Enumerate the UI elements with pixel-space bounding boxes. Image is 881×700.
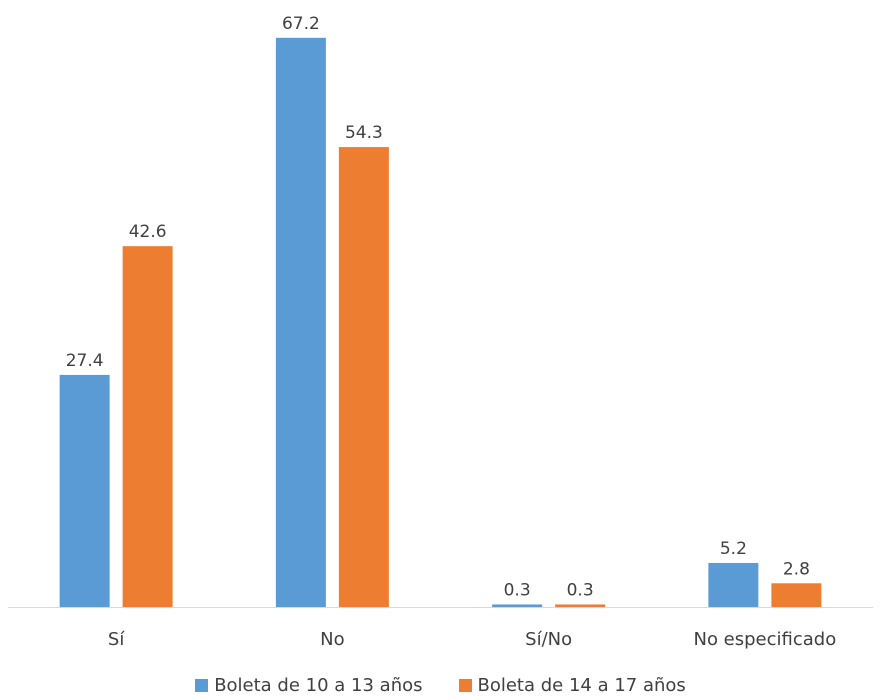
category-label-4: No especificado xyxy=(693,629,836,650)
data-label-series-1-1: 27.4 xyxy=(66,351,104,371)
legend-label-series-2: Boleta de 14 a 17 años xyxy=(477,675,686,696)
legend-swatch-series-1 xyxy=(195,679,209,692)
legend-item-series-1: Boleta de 10 a 13 años xyxy=(195,675,423,696)
data-label-series-2-4: 2.8 xyxy=(783,559,810,579)
category-label-2: No xyxy=(320,629,344,650)
legend-swatch-series-2 xyxy=(458,679,472,692)
bar-series-2-3 xyxy=(555,604,606,607)
data-label-series-2-2: 54.3 xyxy=(345,123,383,143)
bar-series-1-3 xyxy=(492,604,543,607)
data-label-series-1-2: 67.2 xyxy=(282,14,320,34)
data-label-series-2-3: 0.3 xyxy=(567,580,594,600)
bar-series-1-2 xyxy=(275,37,326,608)
bar-series-2-2 xyxy=(338,147,389,608)
bar-chart-plot: 27.4 42.6 Sí 67.2 54.3 No 0.3 0.3 Sí/No 5.2 2.8 No … xyxy=(8,14,873,650)
data-label-series-1-4: 5.2 xyxy=(720,539,747,559)
bar-series-1-4 xyxy=(708,562,759,607)
legend: Boleta de 10 a 13 años Boleta de 14 a 17… xyxy=(0,675,881,696)
bar-series-2-4 xyxy=(771,583,822,607)
data-label-series-2-1: 42.6 xyxy=(129,222,167,242)
bar-series-2-1 xyxy=(122,246,173,608)
category-label-3: Sí/No xyxy=(525,629,572,650)
data-label-series-1-3: 0.3 xyxy=(504,580,531,600)
category-label-1: Sí xyxy=(108,629,125,650)
bar-series-1-1 xyxy=(59,374,110,607)
legend-label-series-1: Boleta de 10 a 13 años xyxy=(214,675,423,696)
legend-item-series-2: Boleta de 14 a 17 años xyxy=(458,675,686,696)
